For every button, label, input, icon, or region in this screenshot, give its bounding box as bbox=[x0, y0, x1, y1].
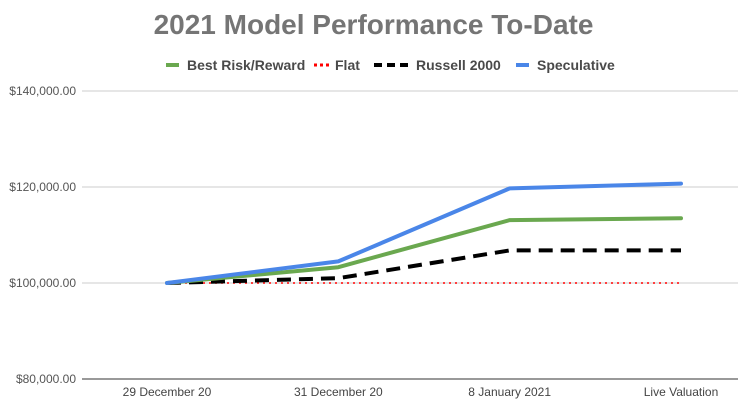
x-axis-ticks: 29 December 20 31 December 20 8 January 20… bbox=[123, 385, 719, 399]
x-tick-label: Live Valuation bbox=[644, 385, 719, 399]
y-tick-label: $100,000.00 bbox=[9, 276, 76, 290]
series-line-russell-2000 bbox=[166, 248, 681, 285]
series-lines bbox=[165, 181, 683, 285]
series-line-speculative bbox=[165, 181, 683, 285]
legend-label: Speculative bbox=[537, 57, 615, 73]
chart-title: 2021 Model Performance To-Date bbox=[154, 9, 594, 40]
y-axis-ticks: $80,000.00 $100,000.00 $120,000.00 $140,000… bbox=[9, 84, 76, 386]
legend: Best Risk/Reward Flat Russell 2000 Speculat… bbox=[166, 57, 615, 73]
legend-label: Russell 2000 bbox=[416, 57, 501, 73]
y-tick-label: $140,000.00 bbox=[9, 84, 76, 98]
legend-label: Flat bbox=[335, 57, 360, 73]
legend-label: Best Risk/Reward bbox=[187, 57, 305, 73]
x-tick-label: 31 December 20 bbox=[294, 385, 383, 399]
y-tick-label: $120,000.00 bbox=[9, 180, 76, 194]
x-tick-label: 8 January 2021 bbox=[468, 385, 551, 399]
y-tick-label: $80,000.00 bbox=[16, 372, 76, 386]
series-line-best-risk-reward bbox=[165, 216, 683, 285]
x-tick-label: 29 December 20 bbox=[123, 385, 212, 399]
gridlines bbox=[82, 90, 738, 380]
